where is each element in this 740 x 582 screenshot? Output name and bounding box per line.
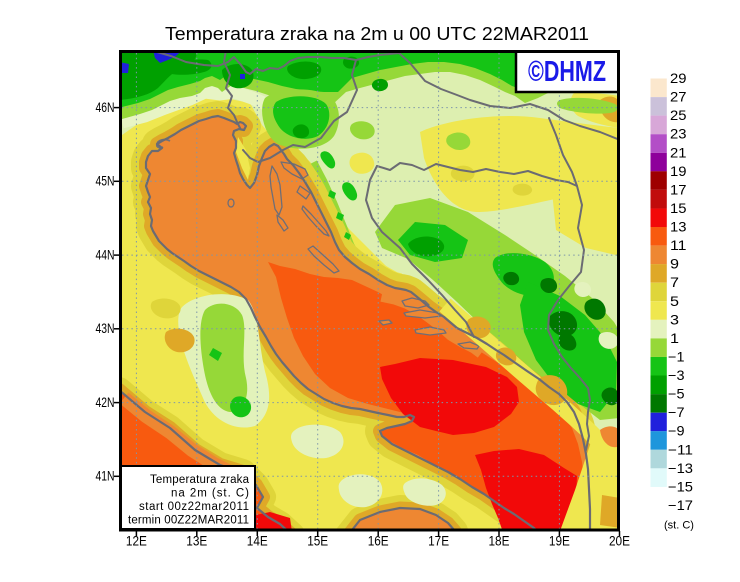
svg-text:−5: −5: [668, 387, 685, 402]
svg-text:start 00z22mar2011: start 00z22mar2011: [139, 501, 249, 513]
svg-text:21: 21: [670, 145, 687, 160]
svg-text:5: 5: [670, 294, 679, 309]
svg-text:19: 19: [670, 164, 687, 179]
svg-text:11: 11: [670, 238, 687, 253]
svg-text:25: 25: [670, 108, 687, 123]
svg-text:termin 00Z22MAR2011: termin 00Z22MAR2011: [128, 515, 249, 527]
svg-text:1: 1: [670, 331, 679, 346]
svg-text:29: 29: [670, 71, 687, 86]
svg-text:−3: −3: [668, 368, 685, 383]
svg-text:Temperatura zraka na 2m u 00 U: Temperatura zraka na 2m u 00 UTC 22MAR20…: [165, 24, 589, 44]
svg-text:7: 7: [670, 275, 679, 290]
svg-text:17E: 17E: [428, 534, 449, 549]
svg-text:9: 9: [670, 257, 679, 272]
svg-text:42N: 42N: [96, 395, 115, 410]
svg-text:41N: 41N: [96, 469, 115, 484]
svg-text:©DHMZ: ©DHMZ: [528, 56, 606, 88]
svg-text:17: 17: [670, 182, 687, 197]
svg-text:−17: −17: [668, 498, 693, 513]
svg-text:13E: 13E: [186, 534, 207, 549]
svg-text:27: 27: [670, 90, 687, 105]
svg-text:−11: −11: [668, 442, 693, 457]
svg-text:45N: 45N: [96, 174, 115, 189]
svg-text:−9: −9: [668, 424, 685, 439]
svg-text:Temperatura zraka: Temperatura zraka: [150, 474, 250, 486]
svg-text:46N: 46N: [96, 100, 115, 115]
svg-text:19E: 19E: [549, 534, 570, 549]
svg-text:12E: 12E: [126, 534, 147, 549]
svg-text:44N: 44N: [96, 247, 115, 262]
svg-text:na 2m (st. C): na 2m (st. C): [171, 488, 249, 500]
svg-text:−1: −1: [668, 350, 685, 365]
svg-text:−15: −15: [668, 479, 693, 494]
svg-text:43N: 43N: [96, 321, 115, 336]
svg-text:13: 13: [670, 220, 687, 235]
svg-text:16E: 16E: [368, 534, 389, 549]
svg-text:15: 15: [670, 201, 687, 216]
svg-text:20E: 20E: [609, 534, 630, 549]
svg-text:18E: 18E: [489, 534, 510, 549]
svg-text:(st. C): (st. C): [664, 520, 694, 532]
svg-text:3: 3: [670, 312, 679, 327]
svg-text:−13: −13: [668, 461, 693, 476]
svg-text:−7: −7: [668, 405, 685, 420]
svg-text:23: 23: [670, 127, 687, 142]
svg-text:15E: 15E: [307, 534, 328, 549]
svg-text:14E: 14E: [247, 534, 268, 549]
